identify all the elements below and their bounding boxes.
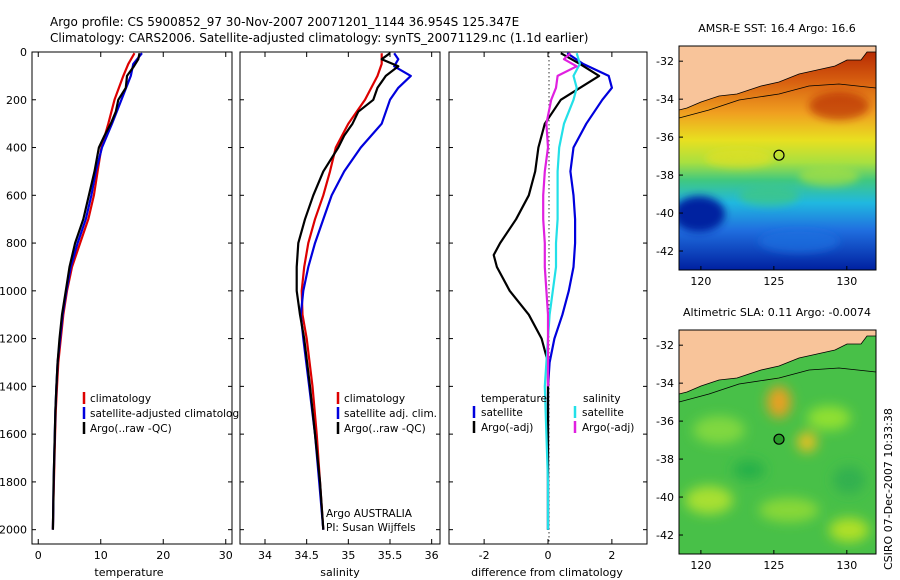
y-tick-label: -34 [656, 93, 674, 106]
map-title: Altimetric SLA: 0.11 Argo: -0.0074 [683, 306, 871, 319]
y-tick-label: 200 [6, 94, 27, 107]
y-tick-label: -36 [656, 131, 674, 144]
legend-label: Argo(-adj) [582, 422, 634, 434]
y-tick-label: -40 [656, 491, 674, 504]
annotation-pi: PI: Susan Wijffels [326, 522, 416, 534]
land-mask [679, 330, 876, 395]
series-line-salinity-argo-adj- [542, 52, 578, 387]
credit-timestamp: CSIRO 07-Dec-2007 10:33:38 [882, 408, 895, 570]
x-axis-label: temperature [94, 566, 163, 579]
temperature-legend: climatology satellite-adjusted climatolo… [82, 392, 245, 435]
x-tick-label: 2 [608, 549, 615, 562]
legend-label: climatology [344, 393, 405, 405]
map-frame [678, 45, 877, 271]
series-line-argo-raw-qc- [295, 52, 400, 530]
x-tick-label: 10 [94, 549, 108, 562]
y-tick-label: 800 [6, 237, 27, 250]
sla-map-axes: 120 125 130 -32 -34 -36 -38 -40 -42 [656, 339, 857, 572]
series-line-climatology [300, 53, 383, 530]
difference-axis-ticks: -2 0 2 [479, 52, 615, 562]
x-tick-label: 30 [219, 549, 233, 562]
x-tick-label: 130 [836, 275, 857, 288]
x-tick-label: 0 [545, 549, 552, 562]
difference-legend: temperature salinity satellite Argo(-adj… [472, 393, 634, 434]
y-tick-label: 1200 [0, 333, 27, 346]
plot-frame [239, 51, 441, 545]
sst-map-axes: 120 125 130 -32 -34 -36 -38 -40 -42 [656, 55, 857, 288]
y-tick-label: 600 [6, 189, 27, 202]
y-tick-label: 0 [20, 46, 27, 59]
y-tick-label: -36 [656, 415, 674, 428]
sla-map-panel: Altimetric SLA: 0.11 Argo: -0.0074 12 [656, 306, 877, 572]
x-axis-label: salinity [320, 566, 360, 579]
argo-position-marker [773, 149, 785, 161]
sst-map-panel: AMSR-E SST: 16.4 Argo: 16.6 [656, 22, 877, 288]
x-tick-label: -2 [479, 549, 490, 562]
difference-profile-panel: -2 0 2 temperature salinity satellite Argo… [448, 51, 648, 579]
figure-title-line1: Argo profile: CS 5900852_97 30-Nov-2007 … [50, 15, 519, 29]
depth-contour [679, 83, 876, 119]
x-tick-label: 34 [258, 549, 272, 562]
x-tick-label: 35.5 [378, 549, 403, 562]
x-tick-label: 125 [763, 275, 784, 288]
x-tick-label: 35 [341, 549, 355, 562]
x-tick-label: 34.5 [294, 549, 319, 562]
legend-header-temperature: temperature [481, 393, 547, 405]
x-tick-label: 20 [156, 549, 170, 562]
legend-label: Argo(..raw -QC) [90, 423, 172, 435]
difference-series [492, 52, 614, 530]
x-tick-label: 130 [836, 559, 857, 572]
x-tick-label: 120 [690, 275, 711, 288]
x-tick-label: 125 [763, 559, 784, 572]
y-tick-label: 1800 [0, 476, 27, 489]
salinity-series [295, 52, 412, 530]
figure-title-line2: Climatology: CARS2006. Satellite-adjuste… [50, 31, 588, 45]
temperature-axis-ticks: 0 10 20 30 [35, 52, 233, 562]
temperature-profile-panel: 0 200 400 600 800 1000 1200 1400 1600 1800 2000 0 1… [0, 46, 245, 579]
sst-map-canvas [679, 46, 876, 270]
legend-label: satellite [582, 407, 624, 419]
x-axis-label: difference from climatology [471, 566, 623, 579]
y-tick-label: -42 [656, 245, 674, 258]
plot-frame [31, 51, 233, 545]
y-tick-label: -40 [656, 207, 674, 220]
x-tick-label: 120 [690, 559, 711, 572]
y-tick-label: -34 [656, 377, 674, 390]
salinity-axis-ticks: 34 34.5 35 35.5 36 [258, 52, 439, 562]
depth-contour [679, 367, 876, 403]
y-tick-label: 2000 [0, 524, 27, 537]
sla-texture [685, 386, 869, 542]
y-tick-label: -42 [656, 529, 674, 542]
legend-label: satellite-adjusted climatology [90, 408, 245, 420]
map-frame [678, 329, 877, 555]
y-tick-label: 1600 [0, 428, 27, 441]
legend-header-salinity: salinity [583, 393, 621, 405]
y-tick-label: -38 [656, 453, 674, 466]
argo-position-marker [773, 433, 785, 445]
y-tick-label: 1000 [0, 285, 27, 298]
x-tick-label: 0 [35, 549, 42, 562]
legend-label: satellite adj. clim. [344, 408, 437, 420]
x-tick-label: 36 [425, 549, 439, 562]
series-line-argo-raw-qc- [51, 52, 141, 530]
temperature-series [51, 52, 143, 530]
y-tick-label: 1400 [0, 380, 27, 393]
map-title: AMSR-E SST: 16.4 Argo: 16.6 [698, 22, 856, 35]
legend-label: Argo(..raw -QC) [344, 423, 426, 435]
sst-texture [679, 92, 869, 253]
y-tick-label: -32 [656, 55, 674, 68]
land-mask [679, 46, 876, 111]
annotation-float-owner: Argo AUSTRALIA [326, 508, 413, 520]
legend-label: Argo(-adj) [481, 422, 533, 434]
legend-label: satellite [481, 407, 523, 419]
y-tick-label: -38 [656, 169, 674, 182]
salinity-profile-panel: 34 34.5 35 35.5 36 climatology satellite adj… [239, 51, 441, 579]
depth-axis-ticks: 0 200 400 600 800 1000 1200 1400 1600 1800 2000 [0, 46, 27, 537]
y-tick-label: 400 [6, 142, 27, 155]
series-line-salinity-satellite [543, 52, 582, 530]
salinity-legend: climatology satellite adj. clim. Argo(..… [336, 392, 437, 435]
y-tick-label: -32 [656, 339, 674, 352]
legend-label: climatology [90, 393, 151, 405]
